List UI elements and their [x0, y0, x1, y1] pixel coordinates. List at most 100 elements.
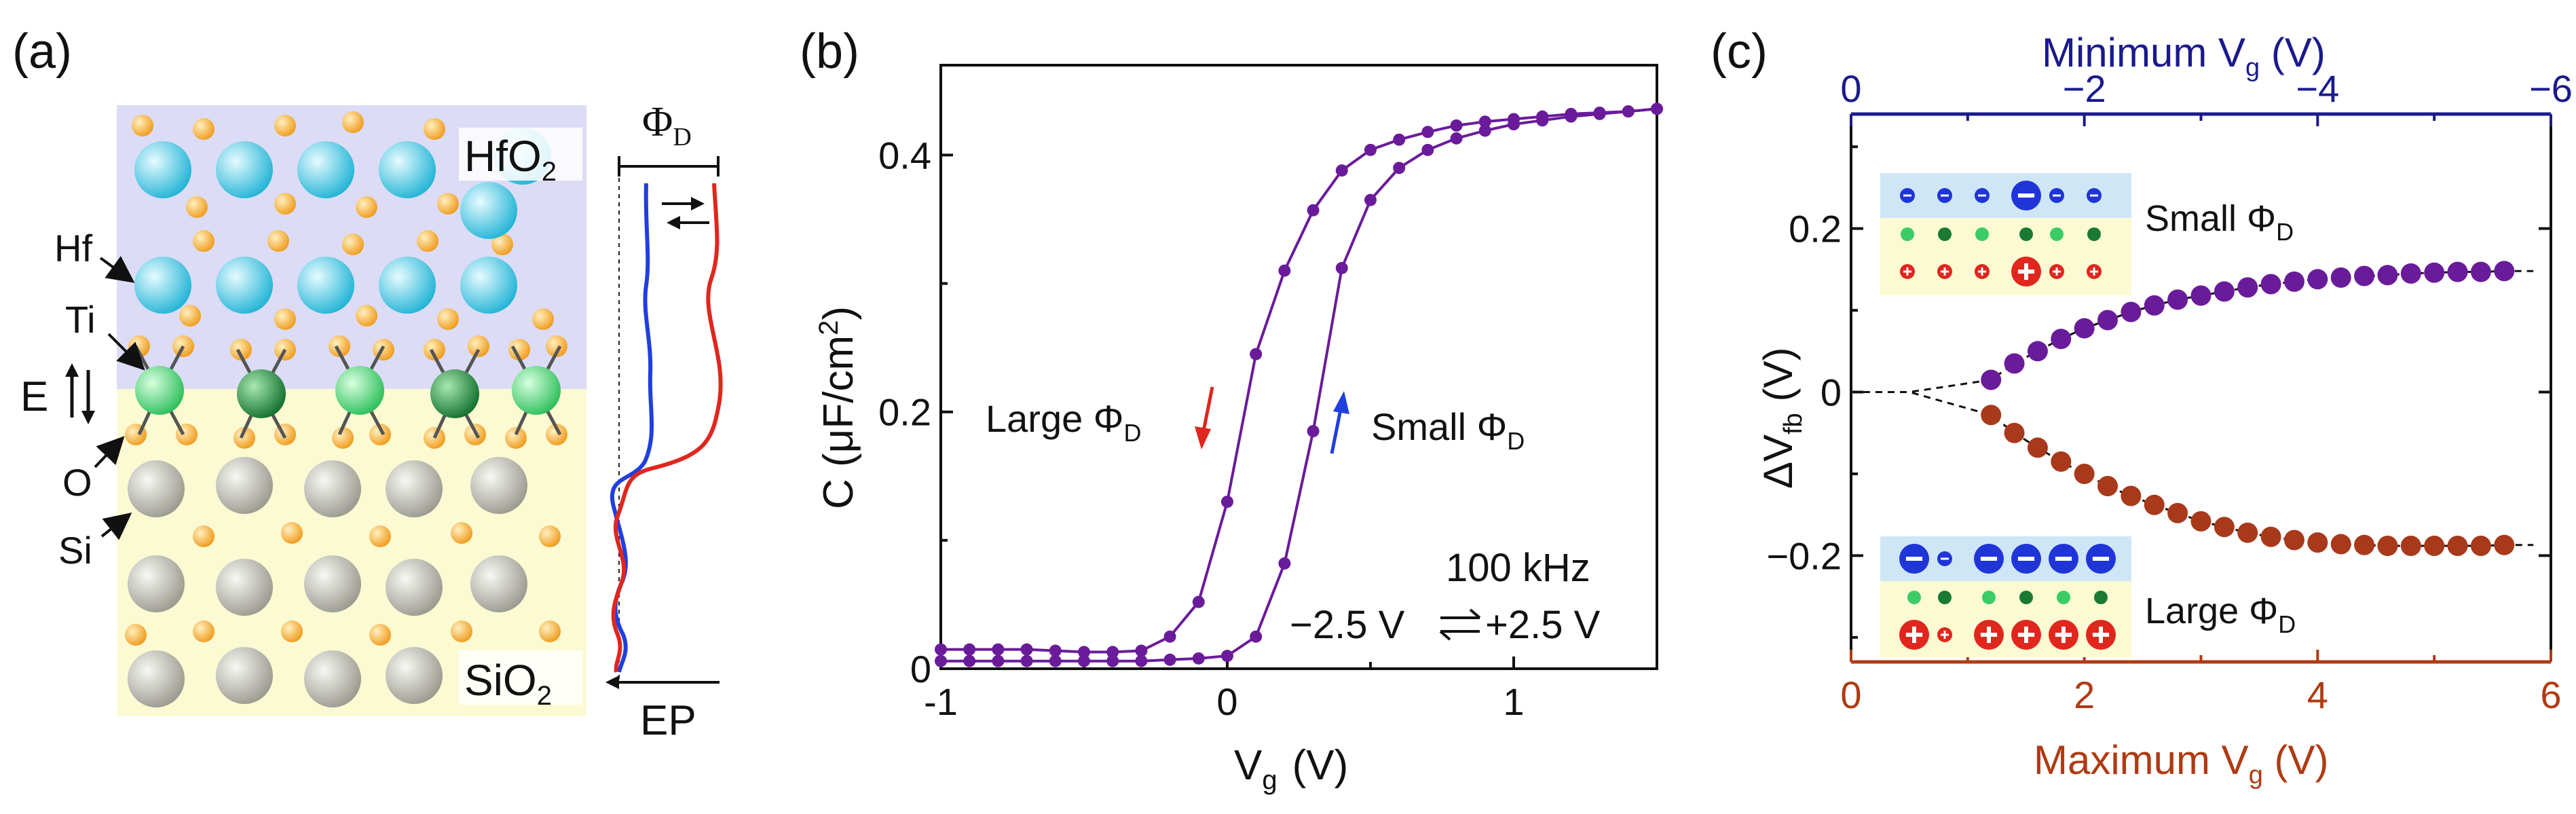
data-point-b — [1163, 630, 1176, 643]
atom-label-si: Si — [58, 529, 92, 572]
oxygen-atom — [329, 335, 350, 357]
oxygen-atom — [424, 118, 445, 140]
oxygen-atom — [193, 118, 214, 140]
data-point-c — [2167, 502, 2188, 523]
data-point-c — [2004, 353, 2025, 374]
oxygen-atom — [546, 424, 567, 445]
o-pointer — [94, 436, 125, 468]
oxygen-atom — [508, 339, 530, 360]
annotation-large-phi: Large ΦD — [986, 397, 1141, 447]
data-point-c — [2494, 534, 2515, 555]
silicon-atom — [304, 650, 361, 707]
oxygen-atom — [274, 193, 296, 215]
data-point-b — [1250, 630, 1263, 643]
panel-a-label: (a) — [12, 24, 72, 79]
ti-pointer — [107, 333, 145, 371]
hafnium-atom — [216, 141, 273, 198]
bottom-axis-label-c: Maximum Vg (V) — [2034, 737, 2329, 790]
y-tick-label-b: 0.4 — [878, 134, 931, 177]
hafnium-atom — [460, 182, 517, 239]
hafnium-atom — [297, 257, 354, 314]
data-point-b — [1651, 103, 1663, 115]
titanium-atom — [335, 366, 384, 415]
data-point-c — [2027, 341, 2048, 362]
sweep-end-label: +2.5 V — [1485, 603, 1601, 647]
silicon-atom — [386, 559, 443, 616]
silicon-atom — [216, 457, 273, 514]
data-point-c — [2307, 532, 2328, 553]
data-point-c — [2447, 535, 2468, 556]
data-point-c — [2283, 271, 2304, 292]
y-ticks-b: 0 0.2 0.4 — [878, 134, 953, 690]
data-point-c — [2354, 534, 2375, 555]
atom-label-hf: Hf — [54, 227, 92, 270]
data-point-c — [2424, 262, 2445, 283]
oxygen-atom — [356, 196, 377, 218]
si-pointer — [100, 513, 132, 540]
panel-c-chart: (c) 002−24−46−6 −0.200.2 Minimum Vg (V) … — [1711, 24, 2573, 790]
data-point-b — [992, 654, 1005, 667]
oxygen-atom — [451, 621, 472, 642]
data-point-c — [2307, 269, 2328, 290]
data-point-c — [2237, 522, 2258, 543]
hafnium-atom — [379, 257, 436, 314]
oxygen-atom — [491, 234, 513, 255]
data-point-b — [1250, 348, 1263, 360]
oxygen-atom — [342, 111, 364, 133]
series-b — [935, 103, 1663, 667]
data-point-c — [2190, 285, 2211, 306]
data-point-b — [1450, 119, 1463, 132]
y-tick-label-c: 0.2 — [1789, 208, 1842, 251]
ti-atom-icon — [1938, 591, 1952, 604]
data-point-c — [2167, 289, 2188, 310]
data-point-c — [2097, 310, 2118, 331]
oxygen-atom — [281, 522, 303, 544]
data-point-b — [1049, 644, 1062, 657]
ti-atom-icon — [2094, 591, 2108, 604]
panel-c-label: (c) — [1711, 24, 1768, 79]
data-point-c — [2051, 329, 2072, 350]
y-axis-label-c: ΔVfb (V) — [1755, 348, 1808, 489]
ti-atom-icon — [1975, 227, 1989, 241]
oxygen-atom — [546, 335, 567, 357]
silicon-atom — [386, 647, 443, 704]
data-point-b — [1278, 557, 1291, 570]
oxygen-atom — [539, 525, 561, 547]
oxygen-atom — [532, 308, 554, 330]
data-point-b — [935, 643, 947, 656]
inset-large-charges — [1899, 544, 2116, 650]
up-arrow-small — [1330, 405, 1343, 454]
ti-atom-icon — [1938, 227, 1952, 241]
silicon-atom — [128, 555, 185, 612]
titanium-atom — [237, 369, 286, 418]
data-point-c — [1981, 405, 2002, 426]
oxygen-atom — [281, 621, 303, 642]
silicon-atom — [128, 650, 185, 707]
data-point-b — [1020, 643, 1033, 656]
hafnium-atom — [460, 257, 517, 314]
silicon-atom — [304, 460, 361, 517]
data-point-b — [1478, 115, 1491, 128]
data-point-b — [935, 654, 947, 667]
data-point-b — [1278, 264, 1291, 277]
oxygen-atom — [234, 427, 255, 449]
data-point-b — [1593, 107, 1606, 120]
hafnium-atom — [134, 257, 191, 314]
oxygen-atom — [437, 193, 459, 215]
data-point-b — [992, 643, 1005, 656]
top-tick-label-c: 0 — [1840, 67, 1861, 110]
silicon-atom — [470, 555, 527, 612]
oxygen-atom — [274, 308, 296, 330]
plot-frame-b — [939, 64, 1658, 670]
sweep-arrows — [1439, 608, 1481, 641]
data-point-c — [2121, 301, 2142, 322]
data-point-c — [2097, 476, 2118, 497]
sweep-start-label: −2.5 V — [1290, 603, 1405, 647]
data-point-b — [1307, 204, 1320, 217]
data-point-c — [2330, 534, 2351, 555]
ti-atom-icon — [2019, 227, 2033, 241]
inset-small-label: Small ΦD — [2145, 198, 2294, 246]
data-point-b — [1192, 652, 1205, 665]
hafnium-atom — [134, 141, 191, 198]
